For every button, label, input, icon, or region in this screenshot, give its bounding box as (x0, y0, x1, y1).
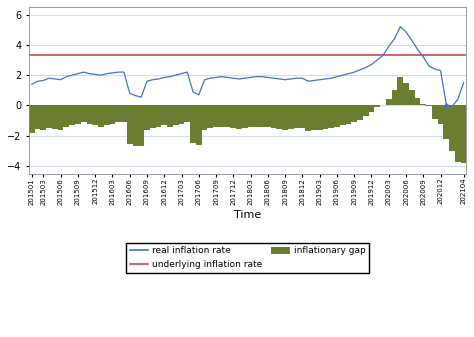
Bar (374, 105, 380, 107)
Bar (334, 105, 340, 127)
Bar (415, 98, 420, 105)
Bar (121, 105, 127, 122)
Bar (52, 105, 58, 129)
Bar (46, 105, 52, 128)
Bar (300, 105, 305, 128)
Bar (282, 105, 288, 130)
Bar (173, 105, 179, 125)
Bar (225, 105, 230, 127)
Bar (64, 105, 69, 127)
Bar (75, 105, 81, 124)
Bar (35, 105, 40, 129)
Bar (409, 90, 415, 105)
Bar (208, 105, 213, 128)
Bar (311, 105, 317, 130)
Bar (40, 105, 46, 130)
Bar (133, 105, 138, 146)
Bar (104, 105, 109, 125)
Bar (161, 105, 167, 125)
Bar (242, 105, 248, 128)
Bar (369, 105, 374, 112)
Bar (236, 105, 242, 129)
Bar (201, 105, 208, 130)
Bar (288, 105, 294, 129)
Bar (357, 105, 363, 120)
Bar (150, 105, 155, 128)
Bar (340, 105, 346, 125)
Bar (254, 105, 259, 127)
Bar (294, 105, 300, 128)
Bar (420, 104, 426, 105)
Bar (196, 105, 201, 145)
X-axis label: Time: Time (234, 210, 261, 220)
Bar (167, 105, 173, 127)
Legend: real inflation rate, underlying inflation rate, inflationary gap: real inflation rate, underlying inflatio… (126, 243, 369, 273)
Bar (190, 105, 196, 143)
Bar (109, 105, 115, 124)
Bar (248, 105, 254, 127)
Bar (328, 105, 334, 128)
Bar (115, 105, 121, 122)
Bar (351, 105, 357, 122)
Bar (444, 105, 449, 139)
Bar (81, 105, 87, 122)
Bar (305, 105, 311, 131)
Bar (92, 105, 98, 125)
Bar (363, 105, 369, 116)
Bar (69, 105, 75, 125)
Bar (271, 105, 276, 128)
Bar (29, 105, 35, 133)
Bar (230, 105, 236, 128)
Bar (179, 105, 184, 124)
Bar (265, 105, 271, 127)
Bar (322, 105, 328, 129)
Bar (432, 105, 438, 119)
Bar (276, 105, 282, 129)
Bar (438, 105, 444, 124)
Bar (213, 105, 219, 127)
Bar (155, 105, 161, 127)
Bar (184, 105, 190, 122)
Bar (98, 105, 104, 127)
Bar (127, 105, 133, 144)
Bar (138, 105, 144, 146)
Bar (397, 77, 403, 105)
Bar (144, 105, 150, 130)
Bar (58, 105, 64, 130)
Bar (386, 99, 392, 105)
Bar (455, 105, 461, 162)
Bar (461, 105, 466, 163)
Bar (346, 105, 351, 124)
Bar (259, 105, 265, 127)
Bar (87, 105, 92, 124)
Bar (219, 105, 225, 127)
Bar (317, 105, 322, 130)
Bar (403, 83, 409, 105)
Bar (392, 90, 397, 105)
Bar (426, 105, 432, 106)
Bar (449, 105, 455, 151)
